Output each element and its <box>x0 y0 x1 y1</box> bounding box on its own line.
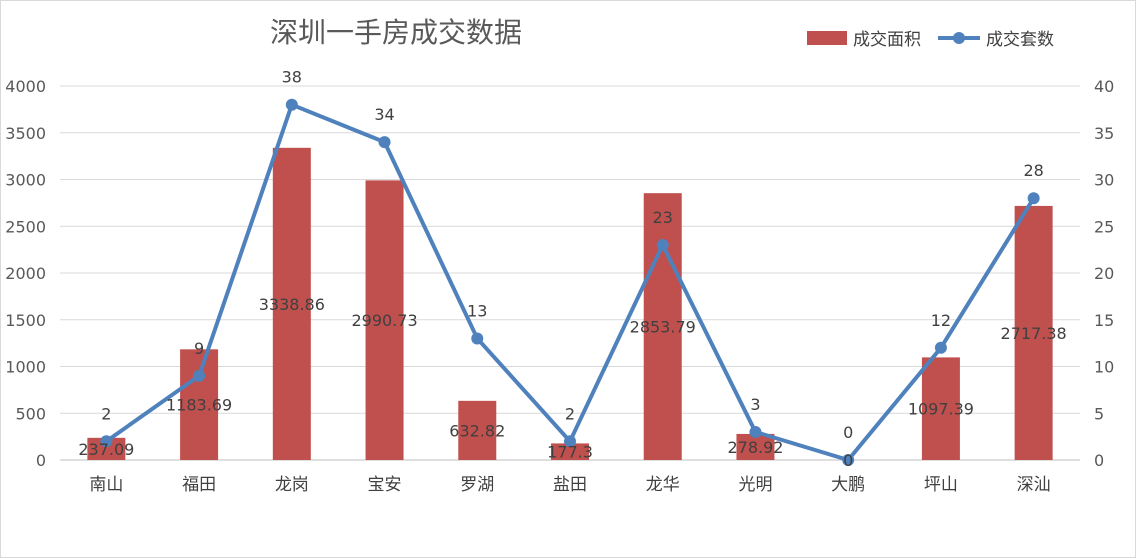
right-tick-label: 30 <box>1094 171 1114 190</box>
bar <box>551 443 589 460</box>
left-tick-label: 3000 <box>5 171 46 190</box>
bar-data-label: 1097.39 <box>908 400 974 419</box>
category-label: 宝安 <box>368 475 402 495</box>
category-label: 罗湖 <box>460 475 494 495</box>
bar-data-label: 1183.69 <box>166 396 232 415</box>
left-tick-label: 2500 <box>5 217 46 236</box>
category-label: 盐田 <box>553 475 587 495</box>
right-tick-label: 15 <box>1094 311 1114 330</box>
bar <box>736 433 775 460</box>
bar <box>365 180 404 460</box>
line-data-label: 12 <box>931 311 951 330</box>
line-data-label: 23 <box>653 208 673 227</box>
line-point <box>100 435 113 448</box>
left-tick-label: 500 <box>15 404 46 423</box>
line-point <box>656 238 669 251</box>
category-label: 福田 <box>182 475 216 495</box>
chart-title: 深圳一手房成交数据 <box>270 16 522 49</box>
line-point <box>378 136 391 149</box>
category-label: 光明 <box>738 475 772 495</box>
left-tick-label: 3500 <box>5 124 46 143</box>
right-tick-label: 35 <box>1094 124 1114 143</box>
right-axis: 0 5 10 15 20 25 30 35 40 <box>1094 77 1114 470</box>
bar <box>272 147 311 460</box>
right-tick-label: 40 <box>1094 77 1114 96</box>
line-point <box>193 369 206 382</box>
category-label: 南山 <box>89 475 123 495</box>
line-data-label: 34 <box>374 105 394 124</box>
bar <box>921 357 960 460</box>
line-point <box>749 425 762 438</box>
left-axis: 0 500 1000 1500 2000 2500 3000 3500 4000 <box>5 77 46 470</box>
bar <box>643 193 682 460</box>
bar <box>458 400 497 460</box>
line-data-label: 2 <box>101 404 111 423</box>
category-axis: 南山 福田 龙岗 宝安 罗湖 盐田 龙华 光明 大鹏 坪山 深汕 <box>89 475 1050 495</box>
bar-data-label: 2853.79 <box>630 318 696 337</box>
line-point <box>285 98 298 111</box>
left-tick-label: 4000 <box>5 77 46 96</box>
line-point <box>842 454 855 466</box>
line-point <box>934 341 947 354</box>
category-label: 龙华 <box>646 475 680 495</box>
line-point <box>471 332 484 345</box>
right-tick-label: 5 <box>1094 404 1104 423</box>
left-tick-label: 2000 <box>5 264 46 283</box>
gridlines <box>60 85 1080 461</box>
bar-data-label: 2990.73 <box>351 311 417 330</box>
right-tick-label: 25 <box>1094 217 1114 236</box>
bar-data-label: 3338.86 <box>259 295 325 314</box>
line-data-label: 0 <box>843 423 853 442</box>
line-series <box>100 98 1040 466</box>
line-data-label: 13 <box>467 301 487 320</box>
legend-label-count: 成交套数 <box>986 30 1054 50</box>
bar-data-label: 2717.38 <box>1001 324 1067 343</box>
bar-data-label: 278.92 <box>727 438 783 457</box>
category-label: 大鹏 <box>831 475 865 495</box>
bar-data-label: 632.82 <box>449 421 505 440</box>
data-labels: 237.09 1183.69 3338.86 2990.73 632.82 177.3 28… <box>78 68 1066 470</box>
line-data-label: 3 <box>750 395 760 414</box>
category-label: 龙岗 <box>275 475 309 495</box>
line-point <box>564 435 576 448</box>
legend-swatch-bar <box>807 31 847 45</box>
bar-series <box>87 147 1053 460</box>
bar-data-label: 177.3 <box>547 443 593 462</box>
line-point <box>1027 192 1040 205</box>
line-data-label: 28 <box>1023 161 1043 180</box>
left-tick-label: 1500 <box>5 311 46 330</box>
right-tick-label: 0 <box>1094 451 1104 470</box>
bar <box>180 349 219 460</box>
line-data-label: 9 <box>194 339 204 358</box>
line-data-label: 2 <box>565 404 575 423</box>
category-label: 深汕 <box>1017 475 1051 495</box>
bar-data-label: 237.09 <box>78 440 134 459</box>
bar <box>1014 205 1053 460</box>
bar-data-label: 0 <box>843 451 853 470</box>
left-tick-label: 0 <box>36 451 46 470</box>
left-tick-label: 1000 <box>5 358 46 377</box>
right-tick-label: 10 <box>1094 358 1114 377</box>
legend-swatch-marker <box>953 32 965 44</box>
legend-label-area: 成交面积 <box>853 30 921 50</box>
bar <box>87 437 126 460</box>
category-label: 坪山 <box>924 475 958 495</box>
right-tick-label: 20 <box>1094 264 1114 283</box>
line-data-label: 38 <box>282 68 302 87</box>
legend: 成交面积 成交套数 <box>807 30 1054 50</box>
